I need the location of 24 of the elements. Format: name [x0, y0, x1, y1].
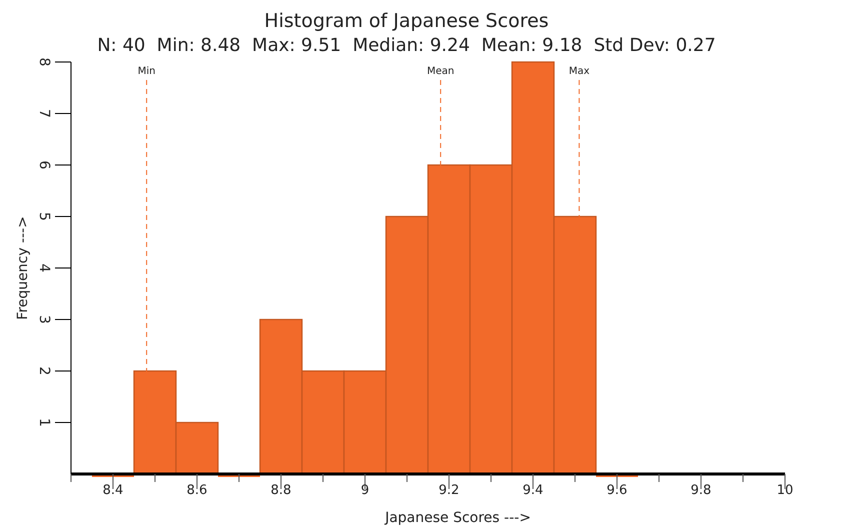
chart-subtitle: N: 40 Min: 8.48 Max: 9.51 Median: 9.24 Mean: 9.18 Std Dev: 0.27	[97, 35, 716, 56]
x-tick-label: 9.8	[690, 483, 712, 498]
x-tick-label: 8.4	[102, 483, 124, 498]
y-tick-label: 3	[36, 315, 52, 324]
y-tick-label: 6	[36, 160, 52, 170]
y-tick-label: 8	[36, 58, 52, 66]
x-axis-title: Japanese Scores --->	[384, 510, 531, 526]
x-tick-label: 9.2	[438, 483, 460, 498]
x-tick-label: 8.6	[186, 483, 208, 498]
x-tick-label: 9.4	[522, 483, 544, 498]
y-tick-label: 1	[36, 418, 52, 427]
x-tick-label: 10	[776, 483, 794, 498]
ref-line-label: Mean	[426, 66, 454, 77]
y-axis-title: Frequency --->	[15, 216, 31, 320]
ref-line-label: Max	[568, 66, 590, 77]
x-tick-label: 9	[360, 483, 370, 498]
chart-title: Histogram of Japanese Scores	[264, 10, 549, 32]
y-tick-label: 5	[36, 212, 52, 221]
x-tick-label: 8.8	[270, 483, 292, 498]
y-tick-label: 2	[36, 366, 52, 376]
ref-line-label: Min	[138, 66, 156, 77]
y-tick-label: 7	[36, 109, 52, 118]
x-tick-label: 9.6	[606, 483, 628, 498]
y-tick-label: 4	[36, 264, 52, 273]
